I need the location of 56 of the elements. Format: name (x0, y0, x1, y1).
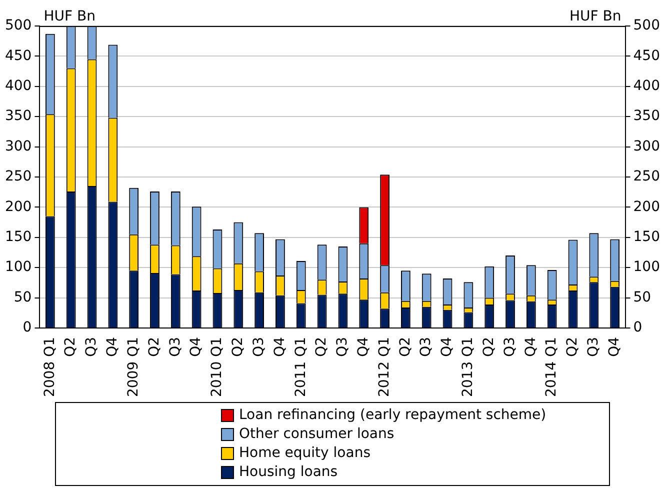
y2-axis-title: HUF Bn (570, 8, 622, 25)
x-tick-label: Q3 (418, 336, 434, 357)
y-tick-label: 200 (4, 198, 32, 215)
x-tick-label: Q2 (230, 336, 246, 357)
y-tick-label: 500 (4, 18, 32, 34)
y2-tick-label: 400 (633, 78, 660, 94)
y2-tick-label: 50 (633, 289, 652, 306)
y-tick-label: 250 (4, 168, 32, 185)
x-tick-label: 2014 Q1 (544, 336, 560, 398)
x-tick-label: Q4 (606, 336, 622, 357)
x-tick-label: Q4 (272, 336, 288, 357)
x-tick-label: Q4 (188, 336, 204, 357)
x-tick-label: 2011 Q1 (292, 336, 309, 398)
y2-tick-label: 450 (633, 48, 660, 64)
x-tick-label: Q2 (480, 336, 497, 357)
legend-label: Loan refinancing (early repayment scheme) (239, 406, 546, 425)
y2-tick-label: 0 (633, 320, 642, 336)
y-tick-label: 450 (4, 48, 32, 64)
y2-tick-label: 250 (633, 168, 660, 185)
y-tick-label: 350 (4, 108, 32, 124)
x-tick-label: Q2 (397, 336, 414, 357)
x-tick-label: 2008 Q1 (42, 336, 58, 398)
x-tick-label: Q3 (84, 336, 100, 357)
x-tick-label: 2010 Q1 (209, 336, 226, 398)
x-tick-label: Q2 (564, 336, 581, 357)
x-tick-label: Q4 (439, 336, 456, 357)
x-tick-label: Q3 (167, 336, 184, 357)
y2-tick-label: 200 (633, 198, 660, 215)
y2-tick-label: 300 (633, 138, 660, 154)
y-tick-label: 300 (4, 138, 32, 154)
x-tick-label: 2009 Q1 (125, 336, 142, 398)
x-tick-label: Q3 (502, 336, 518, 357)
legend-label: Housing loans (239, 463, 338, 482)
x-tick-label: Q2 (314, 336, 330, 357)
y2-tick-label: 100 (633, 259, 660, 276)
x-tick-label: Q2 (146, 336, 162, 357)
legend-label: Other consumer loans (239, 425, 394, 444)
x-tick-label: Q4 (104, 336, 121, 357)
x-tick-label: Q3 (334, 336, 351, 357)
x-tick-label: Q2 (62, 336, 79, 357)
y-tick-label: 150 (4, 229, 32, 246)
y2-tick-label: 350 (633, 108, 660, 124)
x-tick-label: Q4 (356, 336, 372, 357)
legend-label: Home equity loans (239, 444, 370, 463)
y-axis-title: HUF Bn (44, 8, 96, 25)
y-tick-label: 100 (4, 259, 32, 276)
y-tick-label: 0 (22, 320, 32, 336)
y2-tick-label: 150 (633, 229, 660, 246)
x-tick-label: Q3 (586, 336, 602, 357)
y2-tick-label: 500 (633, 18, 660, 34)
x-tick-label: Q4 (522, 336, 539, 357)
x-tick-label: 2012 Q1 (376, 336, 392, 398)
x-tick-label: Q3 (250, 336, 267, 357)
x-tick-label: 2013 Q1 (460, 336, 476, 398)
y-tick-label: 50 (14, 289, 32, 306)
y-tick-label: 400 (4, 78, 32, 94)
